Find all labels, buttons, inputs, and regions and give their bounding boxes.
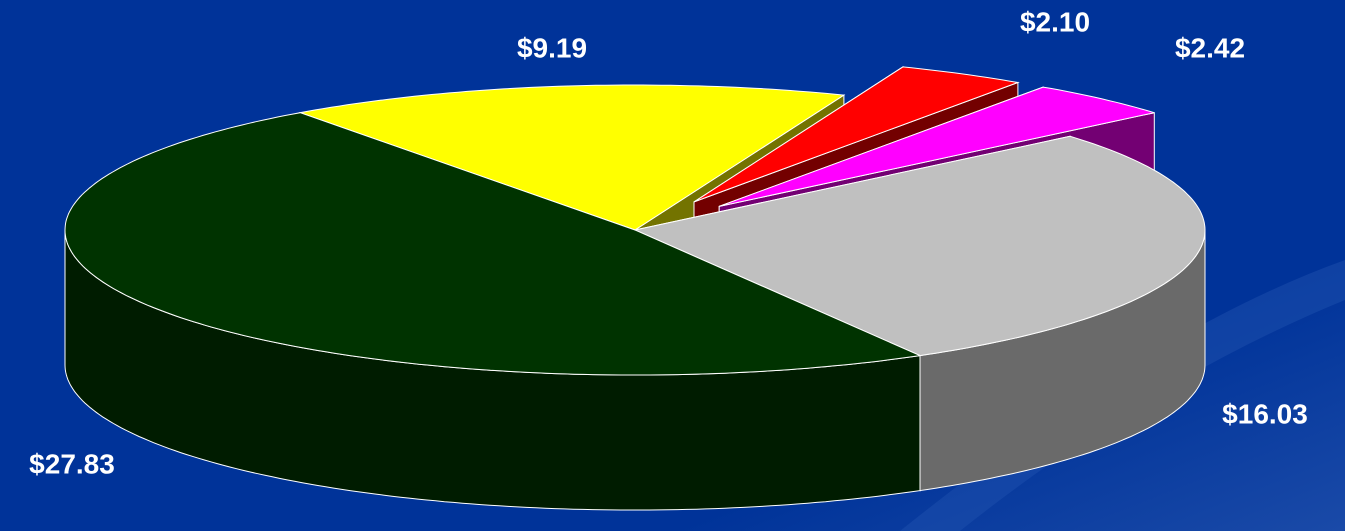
slice [64, 112, 922, 376]
data-label: $9.19 [517, 32, 587, 63]
data-label: $2.42 [1175, 32, 1245, 63]
data-label: $27.83 [29, 448, 115, 479]
data-label: $2.10 [1020, 6, 1090, 37]
slice [719, 86, 1155, 207]
slice [633, 135, 1206, 357]
slice [298, 84, 846, 231]
data-label: $16.03 [1222, 398, 1308, 429]
slice [693, 66, 1020, 203]
